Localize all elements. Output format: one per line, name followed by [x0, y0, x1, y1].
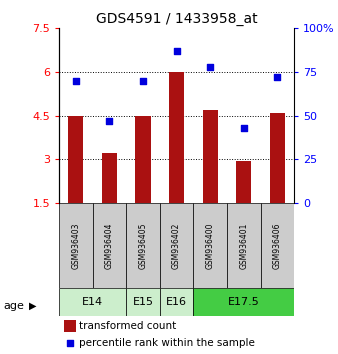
Bar [59, 203, 93, 289]
Text: ▶: ▶ [29, 301, 36, 311]
Bar [93, 203, 126, 289]
Point [208, 64, 213, 70]
Text: E16: E16 [166, 297, 187, 307]
Text: GSM936405: GSM936405 [139, 222, 148, 269]
Bar [102, 154, 117, 203]
Text: GSM936400: GSM936400 [206, 222, 215, 269]
Text: GSM936401: GSM936401 [239, 222, 248, 269]
Bar [68, 116, 83, 203]
Text: age: age [3, 301, 24, 311]
Point [140, 78, 146, 84]
Bar [59, 289, 126, 315]
Bar [236, 161, 251, 203]
Bar [160, 203, 193, 289]
Bar [160, 289, 193, 315]
Point [241, 125, 246, 131]
Bar [270, 113, 285, 203]
Point [107, 118, 112, 124]
Bar [126, 289, 160, 315]
Title: GDS4591 / 1433958_at: GDS4591 / 1433958_at [96, 12, 258, 26]
Bar [136, 116, 151, 203]
Point [174, 48, 179, 54]
Text: GSM936403: GSM936403 [71, 222, 80, 269]
Point [73, 78, 79, 84]
Text: E15: E15 [132, 297, 153, 307]
Bar [193, 203, 227, 289]
Bar [126, 203, 160, 289]
Bar [261, 203, 294, 289]
Bar [202, 110, 218, 203]
Bar [64, 320, 76, 332]
Text: GSM936404: GSM936404 [105, 222, 114, 269]
Text: E17.5: E17.5 [228, 297, 260, 307]
Bar [193, 289, 294, 315]
Text: E14: E14 [82, 297, 103, 307]
Text: transformed count: transformed count [79, 321, 176, 331]
Point [67, 340, 72, 346]
Point [274, 74, 280, 80]
Bar [227, 203, 261, 289]
Text: GSM936406: GSM936406 [273, 222, 282, 269]
Bar [169, 72, 184, 203]
Text: GSM936402: GSM936402 [172, 222, 181, 269]
Text: percentile rank within the sample: percentile rank within the sample [79, 338, 255, 348]
